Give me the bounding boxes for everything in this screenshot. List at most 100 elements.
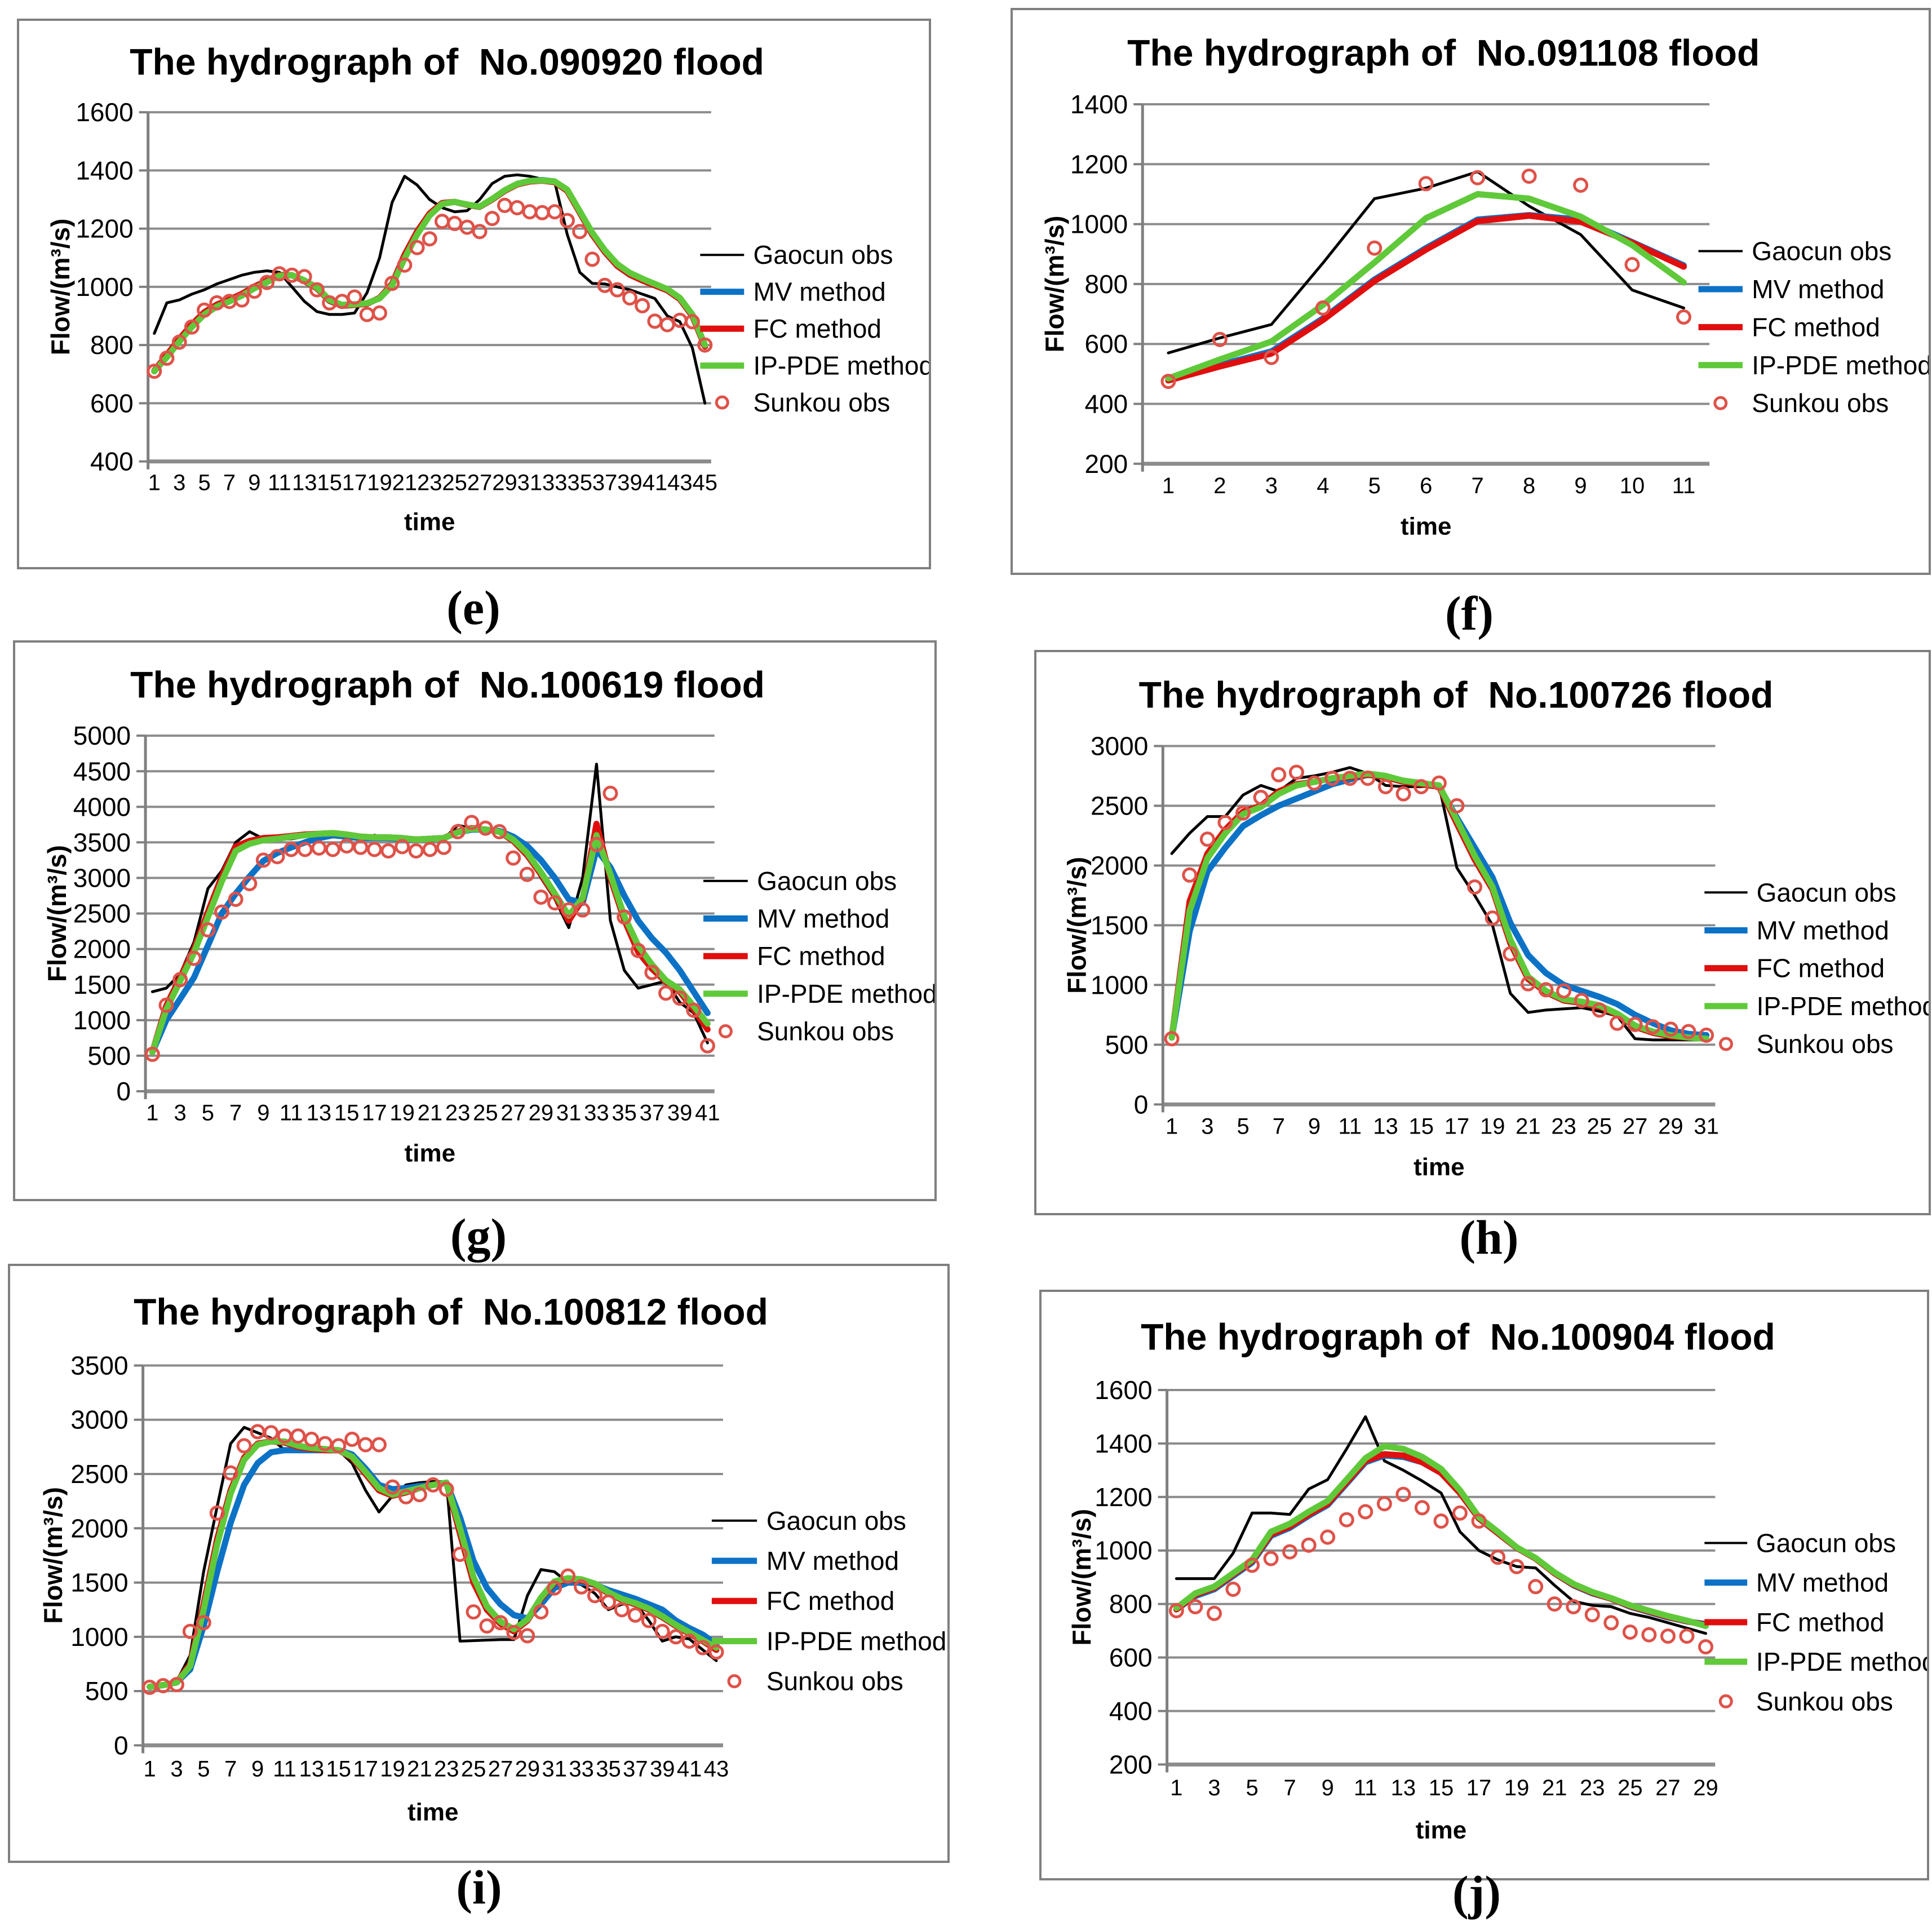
series-ippde-line bbox=[1168, 770, 1710, 1042]
x-axis-tick-labels: 1 3 5 7 9 11 13 15 17 19 21 23 25 27 29 31 33 35 37 39 41 bbox=[146, 1101, 720, 1126]
legend-entry-label: Gaocun obs bbox=[766, 1506, 906, 1535]
svg-text:23: 23 bbox=[1551, 1114, 1576, 1139]
svg-text:25: 25 bbox=[461, 1757, 486, 1782]
svg-text:3: 3 bbox=[170, 1757, 183, 1782]
legend-entry-sunkou: Sunkou obs bbox=[715, 388, 890, 417]
legend-entry-sunkou: Sunkou obs bbox=[1718, 1687, 1893, 1716]
series-sunkou-markers bbox=[1164, 764, 1714, 1047]
svg-text:400: 400 bbox=[1085, 389, 1128, 418]
legend-entry-gaocun: Gaocun obs bbox=[711, 1506, 906, 1535]
svg-text:3500: 3500 bbox=[73, 827, 131, 857]
svg-text:500: 500 bbox=[87, 1041, 131, 1070]
series-sunkou-markers bbox=[1160, 169, 1691, 389]
svg-text:37: 37 bbox=[640, 1101, 665, 1126]
x-axis-title: time bbox=[1401, 513, 1451, 541]
svg-text:27: 27 bbox=[467, 470, 493, 495]
svg-text:17: 17 bbox=[362, 1101, 387, 1126]
svg-text:7: 7 bbox=[224, 1757, 237, 1782]
svg-text:200: 200 bbox=[1085, 449, 1128, 479]
chart-title: The hydrograph of No.100726 flood bbox=[1139, 674, 1774, 715]
svg-text:5: 5 bbox=[198, 470, 210, 495]
series-sunkou-markers bbox=[147, 197, 713, 379]
svg-text:19: 19 bbox=[367, 470, 392, 495]
chart-panel-g: 0 500 1000 1500 2000 2500 3000 3500 4000 4500 5000… bbox=[13, 640, 937, 1201]
legend-entry-ippde: IP-PDE method bbox=[1704, 1647, 1927, 1676]
y-axis-title: Flow/(m³/s) bbox=[1040, 216, 1069, 353]
x-axis-title: time bbox=[404, 508, 455, 536]
x-axis-tick-labels: 1 3 5 7 9 11 13 15 17 19 21 23 25 27 29 31 33 35 37 39 41 43 bbox=[143, 1757, 729, 1782]
svg-text:11: 11 bbox=[273, 1757, 296, 1782]
svg-text:23: 23 bbox=[445, 1101, 471, 1126]
svg-text:5: 5 bbox=[202, 1101, 214, 1126]
legend-entry-label: FC method bbox=[1756, 1608, 1885, 1637]
legend-entry-fc: FC method bbox=[1704, 954, 1885, 983]
svg-text:17: 17 bbox=[1444, 1114, 1470, 1139]
y-axis-title: Flow/(m³/s) bbox=[38, 1487, 68, 1624]
svg-text:0: 0 bbox=[114, 1730, 128, 1760]
svg-text:13: 13 bbox=[299, 1757, 325, 1782]
chart-title: The hydrograph of No.100812 flood bbox=[134, 1291, 768, 1333]
legend-entry-mv: MV method bbox=[1704, 1568, 1889, 1597]
series-mv-line bbox=[1168, 771, 1710, 1041]
svg-text:11: 11 bbox=[268, 470, 291, 495]
x-axis-tick-labels: 1 3 5 7 9 11 13 15 17 19 21 23 25 27 29 31 33 35 37 39 41 43 4… bbox=[148, 470, 717, 495]
legend-entry-ippde: IP-PDE method bbox=[1698, 351, 1929, 380]
legend: Gaocun obs MV method FC method IP-PDE metho… bbox=[1704, 1528, 1927, 1716]
svg-text:11: 11 bbox=[1339, 1114, 1362, 1139]
svg-text:7: 7 bbox=[1284, 1776, 1296, 1800]
chart-panel-j: 200 400 600 800 1000 1200 1400 1600 1 3 5 7 9 11 13 15 1… bbox=[1039, 1290, 1929, 1880]
legend-entry-label: Gaocun obs bbox=[1757, 878, 1896, 907]
legend-entry-fc: FC method bbox=[703, 941, 885, 971]
svg-text:1200: 1200 bbox=[76, 214, 133, 244]
svg-text:19: 19 bbox=[389, 1101, 415, 1126]
legend-entry-ippde: IP-PDE method bbox=[711, 1626, 946, 1656]
chart-panel-f: 200 400 600 800 1000 1200 1400 1 2 3 4 5 6 7 8 9 10 11 The… bbox=[1011, 8, 1931, 575]
y-axis-title: Flow/(m³/s) bbox=[1062, 857, 1092, 994]
svg-text:1200: 1200 bbox=[1070, 149, 1128, 179]
svg-text:1200: 1200 bbox=[1094, 1482, 1152, 1512]
svg-text:600: 600 bbox=[1085, 329, 1128, 358]
svg-text:29: 29 bbox=[1693, 1776, 1718, 1800]
legend-sunkou-marker-swatch bbox=[727, 1674, 742, 1689]
svg-text:39: 39 bbox=[650, 1757, 675, 1782]
legend-sunkou-marker-swatch bbox=[1718, 1037, 1733, 1051]
svg-text:3: 3 bbox=[1265, 473, 1278, 498]
svg-text:21: 21 bbox=[1542, 1776, 1567, 1800]
svg-text:9: 9 bbox=[257, 1101, 269, 1126]
svg-text:35: 35 bbox=[611, 1101, 637, 1126]
x-axis-tick-labels: 1 2 3 4 5 6 7 8 9 10 11 bbox=[1162, 473, 1695, 498]
chart-title: The hydrograph of No.091108 flood bbox=[1127, 32, 1760, 74]
legend-entry-mv: MV method bbox=[703, 904, 889, 933]
legend-sunkou-marker-swatch bbox=[1718, 1694, 1733, 1708]
panel-label-f: (f) bbox=[1445, 586, 1494, 640]
svg-text:41: 41 bbox=[677, 1757, 702, 1782]
svg-text:43: 43 bbox=[667, 470, 693, 495]
legend-entry-label: Sunkou obs bbox=[1752, 388, 1889, 418]
svg-text:1500: 1500 bbox=[73, 970, 131, 999]
gridlines bbox=[1154, 745, 1716, 1106]
legend-entry-label: FC method bbox=[757, 941, 885, 971]
svg-text:1: 1 bbox=[1170, 1776, 1182, 1800]
svg-text:23: 23 bbox=[434, 1757, 459, 1782]
legend: Gaocun obs MV method FC method IP-PDE metho… bbox=[700, 240, 929, 417]
svg-text:400: 400 bbox=[90, 447, 134, 476]
legend-sunkou-marker-swatch bbox=[718, 1024, 733, 1039]
legend-entry-label: MV method bbox=[757, 904, 889, 933]
gridlines bbox=[139, 111, 711, 464]
svg-text:25: 25 bbox=[1618, 1776, 1643, 1800]
svg-text:35: 35 bbox=[596, 1757, 621, 1782]
x-axis-tick-labels: 1 3 5 7 9 11 13 15 17 19 21 23 25 27 29 31 bbox=[1166, 1114, 1719, 1139]
legend-entry-gaocun: Gaocun obs bbox=[1698, 237, 1891, 266]
svg-text:1: 1 bbox=[146, 1101, 158, 1126]
svg-text:1000: 1000 bbox=[1091, 970, 1148, 999]
svg-text:3: 3 bbox=[174, 1101, 187, 1126]
legend-entry-label: FC method bbox=[1757, 954, 1885, 983]
legend-entry-label: Sunkou obs bbox=[753, 388, 890, 417]
svg-text:15: 15 bbox=[317, 470, 342, 495]
svg-text:25: 25 bbox=[473, 1101, 498, 1126]
series-sunkou-markers bbox=[1168, 1486, 1713, 1655]
legend-entry-label: IP-PDE method bbox=[1757, 992, 1929, 1021]
svg-text:7: 7 bbox=[229, 1101, 242, 1126]
